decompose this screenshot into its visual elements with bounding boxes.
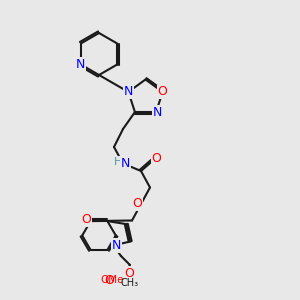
Text: H: H [113,157,122,167]
Text: OMe: OMe [101,275,124,285]
Text: N: N [121,157,130,170]
Text: O: O [133,197,142,210]
Text: O: O [152,152,161,166]
Text: N: N [112,239,121,252]
Text: CH₃: CH₃ [120,278,138,288]
Text: O: O [81,213,91,226]
Text: O: O [105,274,114,287]
Text: O: O [125,267,134,280]
Text: O: O [158,85,168,98]
Text: N: N [76,58,86,71]
Text: N: N [153,106,162,118]
Text: N: N [124,85,133,98]
